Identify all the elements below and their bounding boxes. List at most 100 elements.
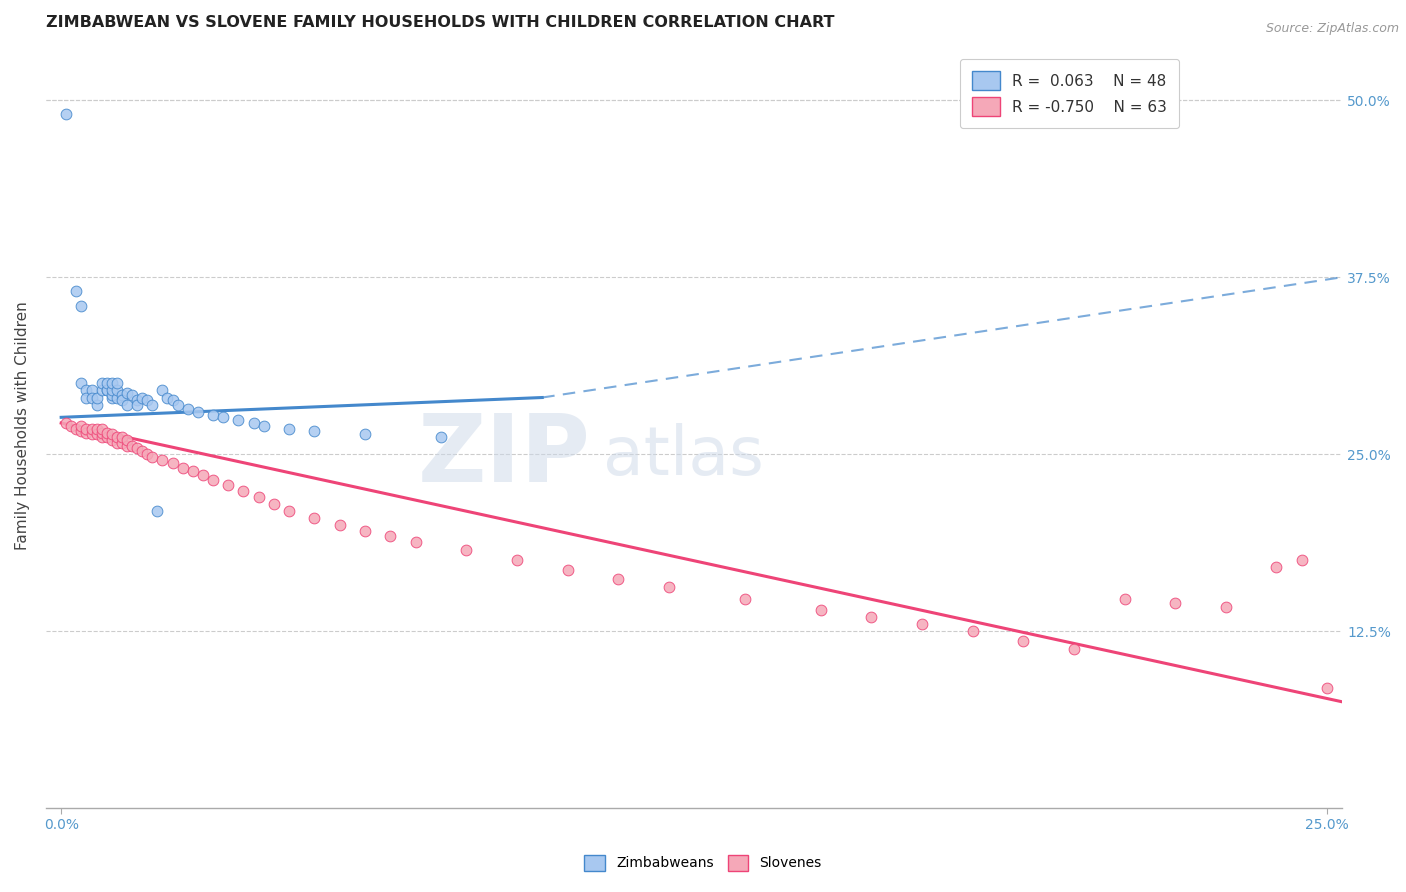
Point: [1114, 591, 1136, 606]
Point: [90, 422, 112, 436]
Point: [734, 591, 756, 606]
Point: [121, 439, 143, 453]
Point: [557, 563, 579, 577]
Point: [162, 456, 184, 470]
Point: [1265, 560, 1288, 574]
Point: [86, 427, 108, 442]
Point: [60, 418, 83, 433]
Point: [65, 285, 87, 299]
Point: [105, 391, 128, 405]
Text: ZIP: ZIP: [418, 410, 591, 502]
Point: [96, 376, 118, 391]
Point: [253, 418, 276, 433]
Point: [111, 435, 134, 450]
Point: [96, 384, 118, 398]
Point: [105, 430, 128, 444]
Point: [76, 425, 98, 440]
Point: [101, 387, 124, 401]
Point: [456, 543, 478, 558]
Point: [131, 391, 153, 405]
Point: [1291, 553, 1313, 567]
Point: [86, 422, 108, 436]
Point: [141, 398, 163, 412]
Point: [80, 422, 103, 436]
Point: [247, 490, 270, 504]
Point: [55, 416, 77, 430]
Point: [76, 384, 98, 398]
Point: [80, 384, 103, 398]
Point: [101, 384, 124, 398]
Point: [111, 393, 134, 408]
Point: [304, 511, 326, 525]
Point: [506, 553, 529, 567]
Point: [177, 401, 200, 416]
Point: [354, 524, 377, 538]
Point: [90, 425, 112, 440]
Point: [90, 430, 112, 444]
Point: [80, 427, 103, 442]
Point: [162, 393, 184, 408]
Point: [131, 444, 153, 458]
Point: [70, 418, 93, 433]
Point: [76, 391, 98, 405]
Point: [1316, 681, 1339, 695]
Text: ZIMBABWEAN VS SLOVENE FAMILY HOUSEHOLDS WITH CHILDREN CORRELATION CHART: ZIMBABWEAN VS SLOVENE FAMILY HOUSEHOLDS …: [46, 15, 835, 30]
Point: [136, 447, 159, 461]
Point: [115, 433, 138, 447]
Point: [105, 376, 128, 391]
Point: [115, 386, 138, 401]
Point: [202, 408, 225, 422]
Point: [101, 427, 124, 442]
Point: [304, 425, 326, 439]
Y-axis label: Family Households with Children: Family Households with Children: [15, 301, 30, 550]
Point: [191, 468, 214, 483]
Point: [278, 422, 301, 436]
Point: [962, 624, 984, 638]
Point: [181, 464, 204, 478]
Point: [111, 430, 134, 444]
Point: [136, 393, 159, 408]
Point: [55, 107, 77, 121]
Point: [101, 433, 124, 447]
Point: [217, 478, 239, 492]
Point: [115, 439, 138, 453]
Point: [354, 427, 377, 442]
Point: [96, 384, 118, 398]
Point: [115, 398, 138, 412]
Point: [380, 529, 402, 543]
Point: [152, 384, 174, 398]
Point: [96, 425, 118, 440]
Legend: Zimbabweans, Slovenes: Zimbabweans, Slovenes: [579, 849, 827, 876]
Point: [90, 384, 112, 398]
Point: [70, 425, 93, 439]
Point: [127, 398, 149, 412]
Point: [96, 430, 118, 444]
Point: [1215, 599, 1237, 614]
Point: [860, 610, 883, 624]
Point: [121, 387, 143, 401]
Point: [228, 413, 250, 427]
Point: [152, 452, 174, 467]
Point: [90, 376, 112, 391]
Point: [658, 580, 681, 594]
Legend: R =  0.063    N = 48, R = -0.750    N = 63: R = 0.063 N = 48, R = -0.750 N = 63: [960, 59, 1180, 128]
Point: [166, 398, 188, 412]
Point: [86, 398, 108, 412]
Point: [1012, 634, 1035, 648]
Point: [127, 393, 149, 408]
Point: [80, 391, 103, 405]
Point: [1164, 596, 1187, 610]
Point: [76, 422, 98, 436]
Point: [1063, 642, 1085, 657]
Point: [101, 376, 124, 391]
Point: [111, 387, 134, 401]
Point: [263, 497, 285, 511]
Point: [911, 617, 934, 632]
Point: [141, 450, 163, 464]
Point: [105, 435, 128, 450]
Point: [105, 384, 128, 398]
Point: [65, 422, 87, 436]
Point: [405, 534, 427, 549]
Point: [329, 517, 352, 532]
Point: [70, 299, 93, 313]
